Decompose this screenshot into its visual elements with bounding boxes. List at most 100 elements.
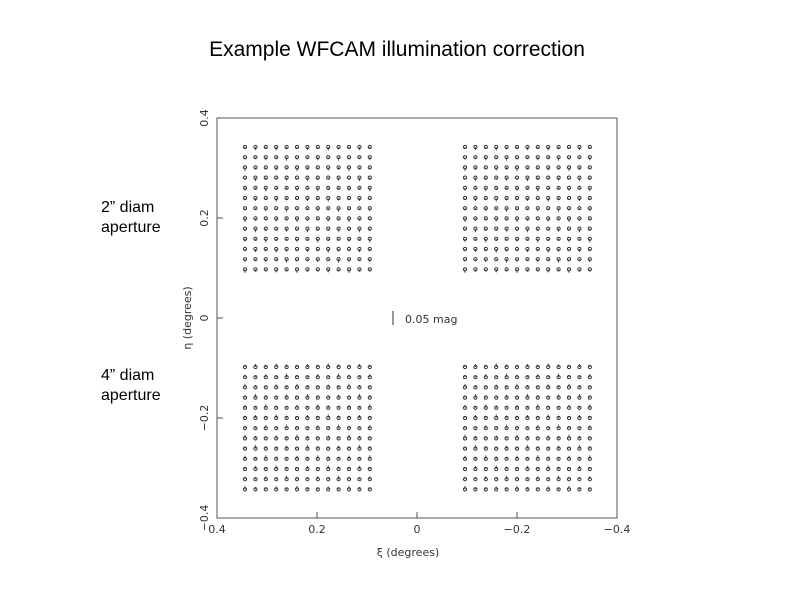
grid-point	[253, 206, 258, 211]
grid-point	[494, 175, 499, 180]
grid-point	[587, 487, 592, 492]
grid-point	[294, 415, 300, 421]
grid-point	[326, 226, 331, 231]
grid-point	[556, 236, 561, 241]
grid-point	[577, 477, 582, 482]
grid-point	[263, 267, 268, 272]
grid-point	[367, 487, 372, 492]
grid-point	[346, 364, 352, 370]
y-tick-label: 0	[198, 315, 211, 322]
grid-point	[525, 477, 530, 482]
grid-point	[253, 375, 258, 380]
grid-point	[504, 405, 509, 410]
grid-point	[315, 436, 320, 441]
grid-point	[274, 175, 279, 180]
aperture-label: 2” diam aperture	[101, 199, 161, 236]
grid-point	[566, 364, 572, 370]
grid-point	[367, 267, 372, 272]
grid-point	[483, 267, 488, 272]
grid-point	[494, 395, 499, 400]
grid-point	[253, 257, 258, 262]
y-axis-label: η (degrees)	[181, 286, 194, 349]
grid-point	[357, 477, 362, 482]
grid-point	[357, 426, 362, 431]
grid-point	[535, 267, 540, 272]
grid-point	[514, 364, 520, 370]
grid-point	[346, 466, 352, 472]
grid-point	[357, 155, 362, 160]
grid-point	[473, 155, 478, 160]
grid-point	[253, 477, 258, 482]
grid-point	[357, 206, 362, 211]
grid-point	[483, 165, 488, 170]
aperture-label: 4” diam aperture	[101, 367, 161, 404]
x-tick-label: 0.4	[208, 523, 226, 536]
grid-point	[326, 395, 331, 400]
grid-point	[556, 405, 561, 410]
y-tick-label: −0.4	[198, 505, 211, 532]
grid-point	[556, 456, 561, 461]
grid-point	[367, 436, 372, 441]
grid-point	[473, 477, 478, 482]
grid-point	[462, 246, 468, 252]
grid-point	[357, 375, 362, 380]
grid-point	[462, 364, 468, 370]
grid-point	[294, 466, 300, 472]
grid-point	[514, 466, 520, 472]
grid-point	[577, 155, 582, 160]
grid-point	[242, 466, 248, 472]
grid-point	[305, 257, 310, 262]
grid-point	[242, 195, 248, 201]
grid-point	[566, 415, 572, 421]
grid-point	[305, 155, 310, 160]
grid-point	[546, 446, 551, 451]
grid-point	[577, 375, 582, 380]
grid-point	[546, 226, 551, 231]
grid-point	[367, 385, 372, 390]
y-tick-label: 0.4	[198, 109, 211, 127]
grid-point	[294, 364, 300, 370]
grid-point	[305, 426, 310, 431]
grid-point	[494, 226, 499, 231]
grid-point	[483, 436, 488, 441]
grid-point	[483, 385, 488, 390]
grid-point	[346, 195, 352, 201]
grid-point	[253, 155, 258, 160]
grid-point	[587, 216, 592, 221]
y-tick-label: 0.2	[198, 209, 211, 227]
grid-point	[315, 165, 320, 170]
grid-point	[587, 385, 592, 390]
grid-point	[494, 446, 499, 451]
grid-point	[462, 415, 468, 421]
grid-point	[346, 246, 352, 252]
grid-point	[566, 144, 572, 150]
y-tick-label: −0.2	[198, 405, 211, 432]
grid-point	[284, 456, 289, 461]
grid-point	[514, 195, 520, 201]
grid-point	[525, 426, 530, 431]
grid-point	[242, 246, 248, 252]
grid-point	[336, 185, 341, 190]
grid-point	[473, 257, 478, 262]
x-tick-label: −0.4	[604, 523, 631, 536]
grid-point	[326, 446, 331, 451]
grid-point	[305, 206, 310, 211]
scale-annotation: 0.05 mag	[405, 313, 457, 326]
grid-point	[525, 206, 530, 211]
x-tick-label: 0	[414, 523, 421, 536]
grid-point	[535, 216, 540, 221]
grid-point	[294, 246, 300, 252]
grid-point	[336, 456, 341, 461]
grid-point	[263, 487, 268, 492]
grid-point	[315, 487, 320, 492]
grid-point	[242, 144, 248, 150]
grid-point	[577, 426, 582, 431]
grid-point	[462, 466, 468, 472]
grid-point	[294, 195, 300, 201]
grid-point	[263, 165, 268, 170]
grid-point	[242, 364, 248, 370]
grid-point	[253, 426, 258, 431]
grid-point	[587, 267, 592, 272]
